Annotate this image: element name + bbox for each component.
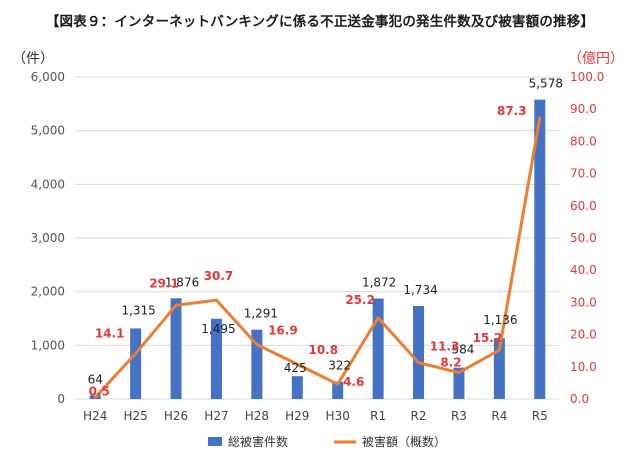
- line-data-label: 30.7: [204, 269, 234, 283]
- line-point: [93, 395, 97, 399]
- legend-bar-label: 総被害件数: [228, 434, 288, 449]
- bar: [332, 381, 344, 399]
- line-data-label: 15.2: [473, 331, 503, 345]
- bar-data-label: 1,495: [201, 322, 235, 336]
- line-data-label: 0.5: [89, 384, 110, 398]
- bar-data-label: 322: [328, 359, 351, 373]
- x-tick-label: H29: [285, 409, 309, 423]
- left-tick-label: 2,000: [31, 285, 65, 299]
- left-tick-label: 1,000: [31, 338, 65, 352]
- line-point: [497, 348, 501, 352]
- bar: [170, 298, 182, 399]
- right-tick-label: 0.0: [570, 392, 589, 406]
- bar: [130, 328, 142, 399]
- right-tick-label: 30.0: [570, 295, 597, 309]
- right-tick-label: 100.0: [570, 70, 604, 84]
- x-tick-label: R2: [411, 409, 427, 423]
- bar: [372, 298, 384, 399]
- right-tick-label: 40.0: [570, 263, 597, 277]
- x-tick-label: R3: [451, 409, 467, 423]
- line-point: [214, 298, 218, 302]
- left-tick-label: 4,000: [31, 177, 65, 191]
- line-data-label: 87.3: [497, 104, 527, 118]
- line-data-label: 29.1: [149, 276, 179, 290]
- line-data-label: 11.3: [430, 340, 460, 354]
- right-tick-label: 10.0: [570, 360, 597, 374]
- bar: [251, 329, 263, 399]
- left-tick-label: 6,000: [31, 70, 65, 84]
- line-point: [134, 352, 138, 356]
- line-data-label: 8.2: [440, 356, 461, 370]
- right-tick-label: 70.0: [570, 167, 597, 181]
- right-axis-unit: （億円）: [568, 51, 624, 67]
- line-point: [255, 343, 259, 347]
- line-data-label: 14.1: [95, 327, 125, 341]
- x-tick-label: R1: [370, 409, 386, 423]
- right-tick-label: 90.0: [570, 102, 597, 116]
- left-tick-label: 3,000: [31, 231, 65, 245]
- line-point: [295, 362, 299, 366]
- x-tick-label: R5: [532, 409, 548, 423]
- x-tick-label: H24: [83, 409, 107, 423]
- x-tick-label: H26: [164, 409, 188, 423]
- bar: [453, 367, 465, 399]
- left-axis-unit: （件）: [12, 51, 54, 67]
- bar-data-label: 1,872: [362, 276, 396, 290]
- x-tick-label: H25: [123, 409, 147, 423]
- right-tick-label: 20.0: [570, 328, 597, 342]
- bar: [291, 376, 303, 399]
- bar: [210, 318, 222, 399]
- line-point: [457, 371, 461, 375]
- chart-title: 【図表９：インターネットバンキングに係る不正送金事犯の発生件数及び被害額の推移】: [45, 14, 595, 30]
- bar-data-label: 5,578: [529, 77, 563, 91]
- bar-data-label: 1,136: [483, 313, 517, 327]
- right-tick-label: 50.0: [570, 231, 597, 245]
- legend-bar-swatch: [208, 437, 222, 446]
- x-tick-label: H27: [204, 409, 228, 423]
- x-tick-label: H28: [245, 409, 269, 423]
- line-data-label: 4.6: [343, 375, 364, 389]
- legend-line-label: 被害額（概数）: [362, 434, 446, 449]
- line-data-label: 16.9: [268, 324, 298, 338]
- bar-data-label: 1,315: [121, 303, 155, 317]
- bar-data-label: 584: [452, 343, 475, 357]
- bar-data-label: 64: [88, 373, 103, 387]
- bar: [493, 338, 505, 399]
- bar: [534, 99, 546, 399]
- x-tick-label: R4: [491, 409, 507, 423]
- left-tick-label: 5,000: [31, 124, 65, 138]
- line-point: [538, 116, 542, 120]
- bar-data-label: 1,876: [165, 275, 199, 289]
- x-tick-label: H30: [326, 409, 350, 423]
- line-data-label: 25.2: [345, 293, 375, 307]
- bar-data-label: 1,734: [403, 283, 437, 297]
- left-tick-label: 0: [57, 392, 65, 406]
- bar-data-label: 1,291: [244, 307, 278, 321]
- line-point: [336, 382, 340, 386]
- line-point: [174, 303, 178, 307]
- bar-data-label: 425: [284, 361, 307, 375]
- right-tick-label: 80.0: [570, 134, 597, 148]
- right-tick-label: 60.0: [570, 199, 597, 213]
- bar: [413, 305, 425, 399]
- line-point: [417, 361, 421, 365]
- line-series: [94, 117, 542, 399]
- line-point: [376, 316, 380, 320]
- line-data-label: 10.8: [308, 343, 338, 357]
